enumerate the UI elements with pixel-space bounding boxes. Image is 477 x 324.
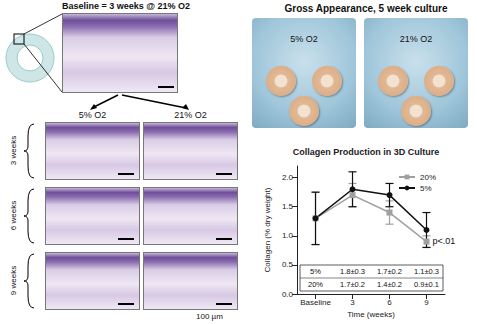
- svg-text:1.0: 1.0: [282, 231, 294, 240]
- svg-text:0.5: 0.5: [282, 260, 294, 269]
- svg-text:6: 6: [387, 298, 392, 307]
- svg-text:20%: 20%: [420, 173, 436, 182]
- svg-text:1.8±0.3: 1.8±0.3: [340, 267, 365, 276]
- svg-text:Collagen Production in 3D Cult: Collagen Production in 3D Culture: [293, 147, 440, 157]
- svg-text:1.4±0.2: 1.4±0.2: [377, 280, 402, 289]
- svg-text:0.9±0.1: 0.9±0.1: [414, 280, 439, 289]
- html-text:5% O2: 5% O2: [290, 34, 318, 44]
- svg-text:1.1±0.3: 1.1±0.3: [414, 267, 439, 276]
- html-text:5% O2: 5% O2: [78, 110, 107, 120]
- html-text:9 weeks: 9 weeks: [8, 265, 18, 296]
- svg-text:2.0: 2.0: [282, 173, 294, 182]
- svg-text:Time (weeks): Time (weeks): [347, 310, 395, 319]
- html-text:100 µm: 100 µm: [196, 312, 223, 321]
- html-text:6 weeks: 6 weeks: [8, 200, 18, 231]
- html-text:Gross Appearance, 5 week cultu: Gross Appearance, 5 week culture: [284, 3, 448, 14]
- html-text:Baseline = 3 weeks @ 21% O2: Baseline = 3 weeks @ 21% O2: [62, 1, 191, 11]
- svg-text:5%: 5%: [310, 267, 321, 276]
- svg-text:Baseline: Baseline: [300, 298, 331, 307]
- svg-text:20%: 20%: [308, 280, 323, 289]
- svg-text:1.7±0.2: 1.7±0.2: [377, 267, 402, 276]
- svg-text:1.5: 1.5: [282, 202, 294, 211]
- html-text:3 weeks: 3 weeks: [8, 135, 18, 166]
- svg-text:Collagen (% dry weight): Collagen (% dry weight): [263, 187, 272, 272]
- html-text:21% O2: 21% O2: [174, 110, 207, 120]
- svg-text:5%: 5%: [420, 184, 432, 193]
- svg-text:p<.01: p<.01: [433, 236, 456, 246]
- svg-text:1.7±0.2: 1.7±0.2: [340, 280, 365, 289]
- html-text:21% O2: 21% O2: [399, 34, 433, 44]
- svg-text:0.0: 0.0: [282, 290, 294, 299]
- svg-text:3: 3: [350, 298, 355, 307]
- svg-text:9: 9: [424, 298, 429, 307]
